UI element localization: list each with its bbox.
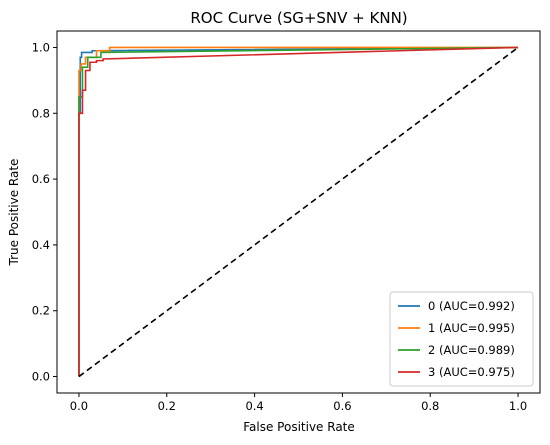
roc-series-line-2 <box>78 46 519 377</box>
x-tick-label: 0.4 <box>245 399 263 413</box>
legend-label: 2 (AUC=0.989) <box>428 343 515 357</box>
roc-series-line-3 <box>78 46 519 377</box>
chart-title: ROC Curve (SG+SNV + KNN) <box>190 9 407 27</box>
y-tick-label: 1.0 <box>32 40 50 54</box>
x-tick-label: 0.2 <box>158 399 176 413</box>
y-axis-label: True Positive Rate <box>7 159 21 267</box>
legend-box <box>389 291 534 387</box>
y-tick-label: 0.6 <box>32 172 50 186</box>
y-tick-label: 0.4 <box>32 238 50 252</box>
x-tick-label: 0.6 <box>333 399 351 413</box>
x-axis-label: False Positive Rate <box>243 420 355 434</box>
x-tick-label: 1.0 <box>509 399 527 413</box>
x-tick-label: 0.0 <box>70 399 88 413</box>
x-tick-label: 0.8 <box>421 399 439 413</box>
y-tick-label: 0.0 <box>32 370 50 384</box>
y-tick-label: 0.2 <box>32 304 50 318</box>
plot-area: 0.0 0.2 0.4 0.6 0.8 1.0 0.0 0.2 0.4 0.6 0.8 1.0 0 (A… <box>32 30 541 413</box>
plot-frame <box>56 30 541 394</box>
legend-label: 0 (AUC=0.992) <box>428 299 515 313</box>
legend-label: 1 (AUC=0.995) <box>428 321 515 335</box>
y-tick-label: 0.8 <box>32 106 50 120</box>
legend-label: 3 (AUC=0.975) <box>428 365 515 379</box>
chance-diagonal-line <box>78 46 519 378</box>
roc-series-line-1 <box>78 46 519 377</box>
